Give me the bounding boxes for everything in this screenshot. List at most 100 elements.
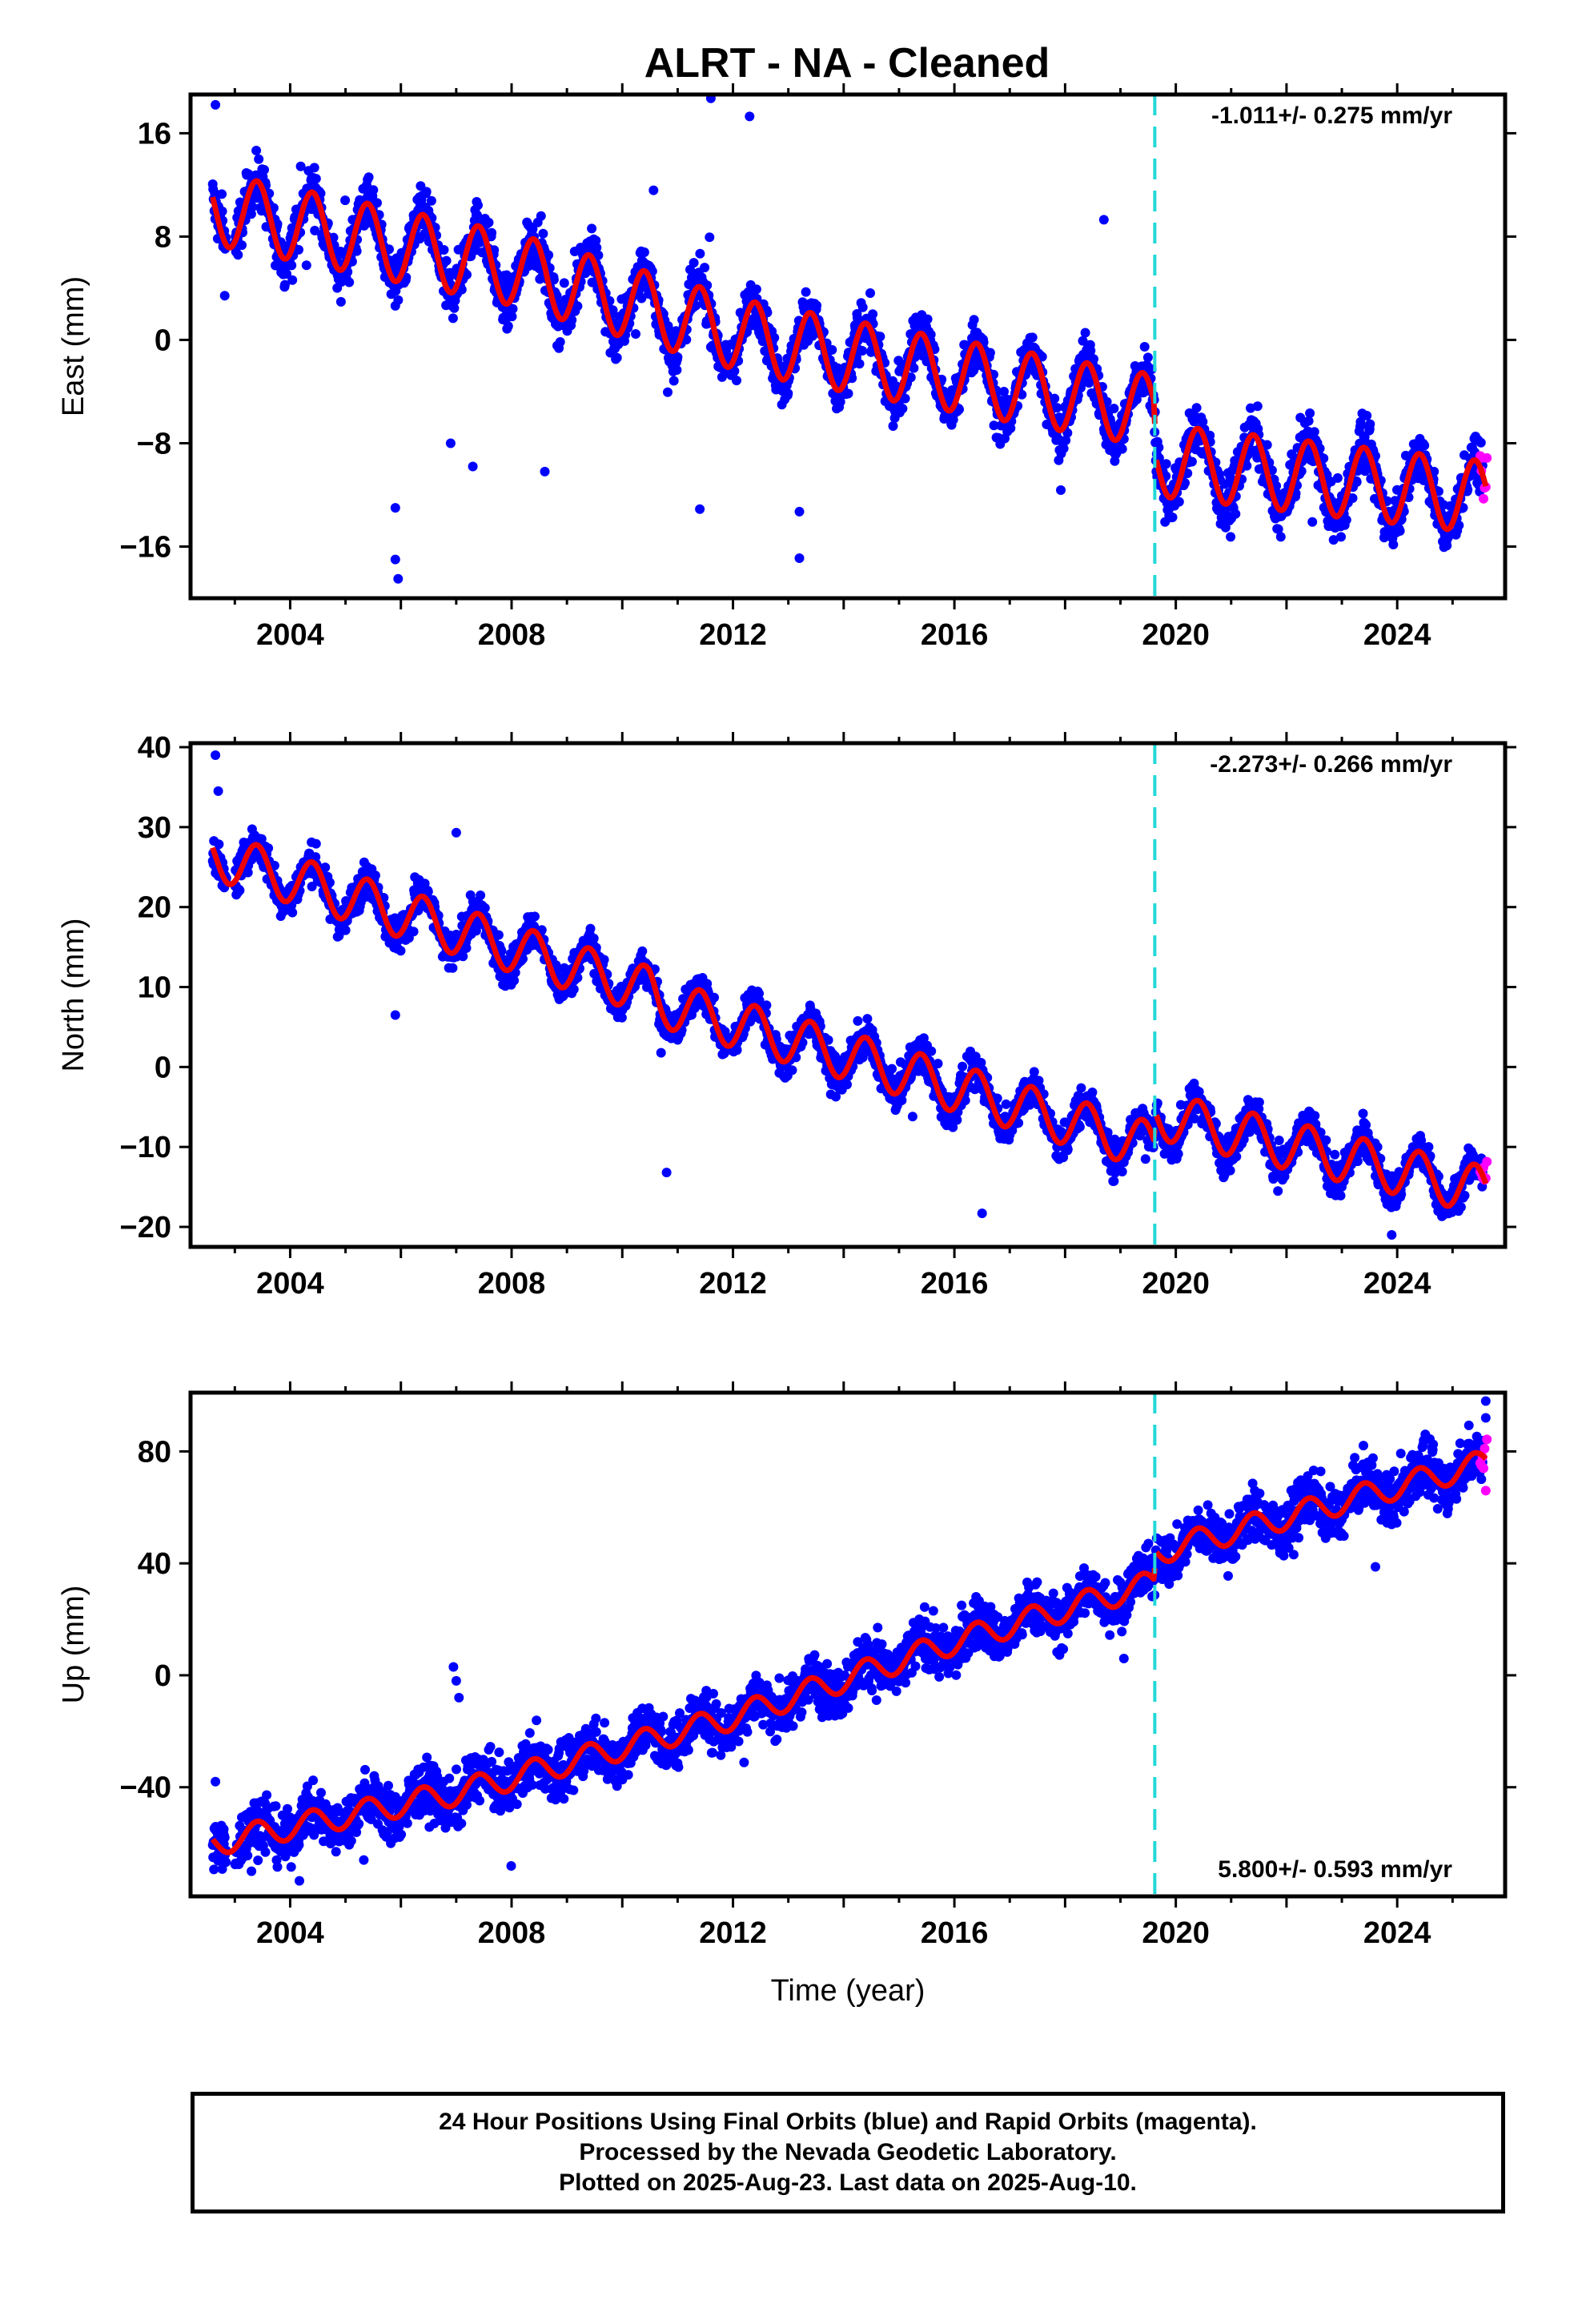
y-tick-label: −8	[137, 427, 171, 460]
data-point-final	[587, 223, 597, 234]
data-point-final	[1395, 526, 1405, 536]
data-point-final	[593, 250, 604, 260]
data-point-final	[893, 356, 904, 366]
data-point-final	[503, 321, 513, 332]
data-point-final	[769, 332, 780, 343]
data-point-final	[370, 870, 380, 881]
series-final-orbits	[207, 750, 1492, 1240]
data-point-final	[559, 278, 569, 288]
data-point-final	[1336, 532, 1346, 542]
x-tick-label: 2016	[921, 618, 989, 652]
data-point-final	[669, 376, 679, 386]
data-point-outlier	[794, 553, 805, 563]
data-point-final	[1086, 345, 1096, 356]
data-point-final	[1365, 419, 1375, 429]
data-point-rapid	[1479, 493, 1488, 504]
data-point-final	[1142, 352, 1153, 363]
data-point-final	[842, 1080, 852, 1090]
data-point-final	[536, 211, 546, 221]
data-point-final	[544, 250, 554, 260]
data-point-final	[473, 200, 483, 211]
x-tick-label: 2008	[478, 618, 546, 652]
data-point-final	[612, 352, 622, 363]
data-point-outlier	[695, 504, 705, 514]
data-point-final	[588, 933, 599, 943]
data-point-final	[310, 225, 320, 235]
data-point-final	[507, 312, 517, 322]
data-point-final	[448, 963, 458, 973]
data-point-final	[1080, 328, 1090, 338]
y-tick-label: 8	[155, 220, 171, 254]
data-point-final	[311, 174, 321, 184]
data-point-final	[251, 146, 262, 155]
data-point-final	[1388, 540, 1399, 549]
data-point-outlier	[390, 503, 400, 513]
data-point-final	[1139, 342, 1150, 352]
data-point-final	[663, 387, 673, 397]
data-point-final	[1419, 440, 1430, 451]
data-point-final	[287, 260, 297, 271]
data-point-final	[282, 269, 291, 279]
data-point-final	[301, 260, 311, 271]
data-point-final	[1252, 401, 1263, 412]
data-point-final	[448, 313, 458, 324]
data-point-final	[926, 329, 936, 340]
data-point-final	[1309, 427, 1319, 437]
data-point-outlier	[211, 99, 221, 110]
data-point-final	[294, 244, 303, 255]
data-point-final	[472, 210, 482, 220]
data-point-final	[843, 388, 853, 399]
data-point-final	[691, 300, 701, 311]
data-point-final	[295, 161, 306, 171]
data-point-final	[1476, 437, 1486, 448]
data-point-final	[396, 946, 406, 956]
data-point-final	[361, 219, 371, 229]
data-point-final	[812, 300, 822, 311]
panel-north: 2004 2008 2012 2016 2020 2024403020100−10−20N…	[57, 731, 1516, 1301]
data-point-final	[1117, 444, 1127, 454]
data-point-final	[287, 275, 298, 285]
data-point-final	[636, 293, 647, 304]
data-point-outlier	[445, 438, 456, 448]
data-point-final	[426, 195, 436, 206]
data-point-final	[1174, 497, 1184, 507]
figure-title: ALRT - NA - Cleaned	[644, 40, 1050, 86]
data-point-outlier	[393, 573, 404, 584]
data-point-final	[572, 301, 583, 312]
data-point-final	[219, 291, 230, 301]
x-tick-label: 2024	[1363, 618, 1431, 652]
data-point-final	[681, 335, 692, 345]
data-point-final	[439, 245, 449, 255]
data-point-final	[568, 984, 579, 995]
data-point-final	[1307, 517, 1318, 527]
data-point-final	[456, 284, 467, 295]
data-point-final	[462, 270, 472, 279]
x-tick-label: 2004	[256, 618, 324, 652]
data-point-final	[1362, 411, 1372, 420]
data-point-final	[1058, 444, 1069, 453]
data-point-final	[1275, 532, 1286, 542]
data-point-final	[868, 309, 878, 320]
data-point-final	[648, 185, 659, 195]
data-point-outlier	[794, 506, 805, 517]
data-point-final	[985, 348, 995, 358]
data-point-final	[631, 329, 640, 339]
data-point-final	[235, 885, 245, 895]
data-point-final	[854, 359, 865, 369]
data-point-final	[1186, 456, 1197, 467]
data-point-outlier	[390, 554, 400, 565]
data-point-final	[592, 243, 602, 253]
data-point-final	[1056, 485, 1066, 495]
data-point-final	[476, 891, 486, 900]
data-point-final	[530, 911, 540, 922]
data-point-final	[344, 277, 355, 287]
data-point-final	[591, 235, 601, 246]
data-point-final	[922, 314, 933, 324]
data-point-final	[493, 930, 504, 940]
data-point-final	[237, 240, 247, 251]
data-point-final	[1231, 509, 1241, 519]
data-point-final	[656, 1047, 666, 1058]
data-point-final	[384, 244, 394, 255]
